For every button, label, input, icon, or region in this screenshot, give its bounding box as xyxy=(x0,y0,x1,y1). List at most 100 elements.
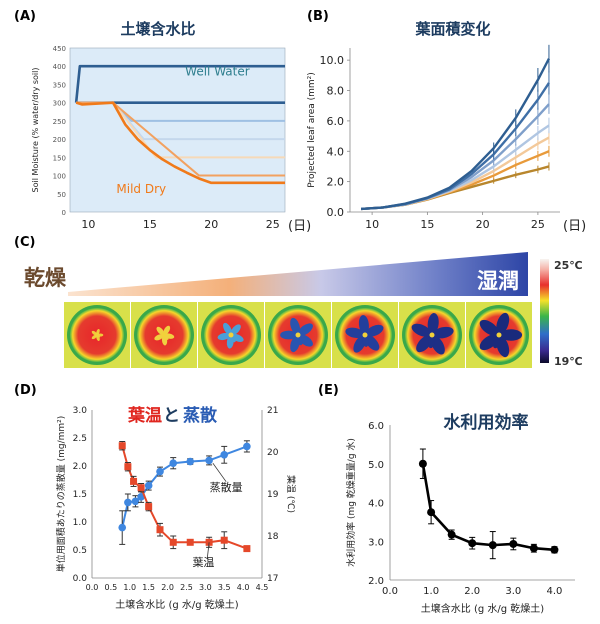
dry-label: 乾燥 xyxy=(24,266,67,290)
x-tick-label: 0.0 xyxy=(86,583,99,592)
chart-d-title-transpiration: 蒸散 xyxy=(183,405,218,426)
x-tick-label: 2.0 xyxy=(464,586,480,597)
data-point xyxy=(124,498,132,507)
y-tick-label: 2.0 xyxy=(368,576,384,587)
y-tick-label: 250 xyxy=(53,118,66,126)
y-tick-label: 100 xyxy=(53,173,66,181)
data-point xyxy=(144,481,153,490)
y-tick-label: 200 xyxy=(53,136,66,144)
plant-center xyxy=(496,332,502,338)
leaf xyxy=(223,322,232,335)
leaf xyxy=(290,317,301,335)
annotation-leader xyxy=(212,462,227,482)
x-tick-label: 20 xyxy=(476,218,490,231)
leaf xyxy=(298,323,313,336)
series-line xyxy=(360,150,550,211)
chart-b: 0.0 2.0 4.0 6.0 8.0 10.0 10 15 20 25 (日) Projected … xyxy=(307,44,586,234)
leaf xyxy=(163,325,171,335)
x-axis-label: 土壌含水比 (g 水/g 乾燥土) xyxy=(115,598,239,611)
y2-axis-label: 葉温 (℃) xyxy=(285,475,297,513)
leaf xyxy=(496,312,510,335)
leaf xyxy=(479,319,499,336)
y-tick-label: 2.5 xyxy=(73,434,87,444)
leaf xyxy=(432,326,454,339)
data-point xyxy=(243,545,251,553)
data-point xyxy=(186,538,194,546)
data-point xyxy=(169,538,177,546)
x-tick-label: 25 xyxy=(531,218,545,231)
panel-label-e: (E) xyxy=(318,383,339,398)
panel-label-a: (A) xyxy=(14,9,36,24)
series-line xyxy=(421,463,555,552)
y-tick-label: 0 xyxy=(62,209,66,217)
data-point xyxy=(118,523,127,532)
panel-label-d: (D) xyxy=(14,383,37,398)
data-point xyxy=(186,457,195,466)
x-tick-label: 1.5 xyxy=(142,583,155,592)
data-point xyxy=(468,539,477,548)
data-point xyxy=(220,451,229,459)
data-point xyxy=(418,459,427,468)
x-tick-label: 3.0 xyxy=(505,586,521,597)
y2-tick-label: 18 xyxy=(267,532,279,542)
leaf xyxy=(479,334,499,351)
leaf xyxy=(500,329,523,341)
chart-d-title-leaf-temp: 葉温 xyxy=(127,405,162,426)
x-tick-label: 2.0 xyxy=(161,583,174,592)
y-tick-label: 6.0 xyxy=(327,115,345,128)
data-point xyxy=(169,459,178,468)
leaf xyxy=(154,334,164,341)
x-tick-label: 3.0 xyxy=(199,583,212,592)
series-line xyxy=(360,58,551,211)
leaf xyxy=(416,334,433,353)
data-point xyxy=(220,536,228,544)
y-tick-label: 2.0 xyxy=(327,176,345,189)
leaf xyxy=(296,335,303,346)
annotation-transpiration: 蒸散量 xyxy=(210,480,243,494)
moisture-gradient-wedge xyxy=(68,252,528,296)
series-line xyxy=(360,124,550,211)
y2-tick-label: 20 xyxy=(267,448,279,458)
plant-center xyxy=(362,332,368,338)
x-axis-label: (日) xyxy=(288,219,311,234)
leaf xyxy=(358,315,369,335)
x-tick-label: 10 xyxy=(81,218,95,231)
colorbar-min: 19℃ xyxy=(554,355,583,368)
x-tick-label: 20 xyxy=(204,218,218,231)
chart-d-title-and: と xyxy=(163,406,180,426)
y-tick-label: 10.0 xyxy=(320,54,345,67)
data-point xyxy=(131,497,140,506)
leaf xyxy=(427,313,439,334)
series-line xyxy=(360,103,550,211)
y2-tick-label: 19 xyxy=(267,490,279,500)
y-tick-label: 1.0 xyxy=(73,518,88,528)
data-point xyxy=(509,539,518,548)
data-point xyxy=(447,530,456,539)
y-axis-label: 水利用効率 (mg 乾燥重量/g 水) xyxy=(345,438,357,567)
x-tick-label: 15 xyxy=(420,218,434,231)
y-tick-label: 3.0 xyxy=(368,537,384,548)
data-point xyxy=(550,545,559,554)
leaf xyxy=(427,335,435,349)
leaf xyxy=(280,330,298,340)
y2-tick-label: 17 xyxy=(267,574,278,584)
x-tick-label: 15 xyxy=(143,218,157,231)
x-tick-label: 0.5 xyxy=(105,583,118,592)
data-point xyxy=(118,442,126,450)
annotation-leader xyxy=(206,542,210,560)
y-axis-label: Projected leaf area (mm²) xyxy=(307,72,317,188)
annotation-mild-dry: Mild Dry xyxy=(116,182,166,196)
x-tick-label: 1.0 xyxy=(123,583,136,592)
y-tick-label: 1.5 xyxy=(73,490,87,500)
x-tick-label: 0.0 xyxy=(382,586,398,597)
leaf xyxy=(156,326,165,336)
data-point xyxy=(205,456,213,465)
chart-d-title: 葉温 と 蒸散 xyxy=(127,405,218,426)
y-tick-label: 8.0 xyxy=(327,85,345,98)
leaf xyxy=(364,334,380,351)
x-tick-label: 3.5 xyxy=(218,583,231,592)
leaf xyxy=(411,323,432,337)
x-axis-label: 土壌含水比 (g 水/g 乾燥土) xyxy=(421,602,545,615)
leaf xyxy=(345,327,365,339)
